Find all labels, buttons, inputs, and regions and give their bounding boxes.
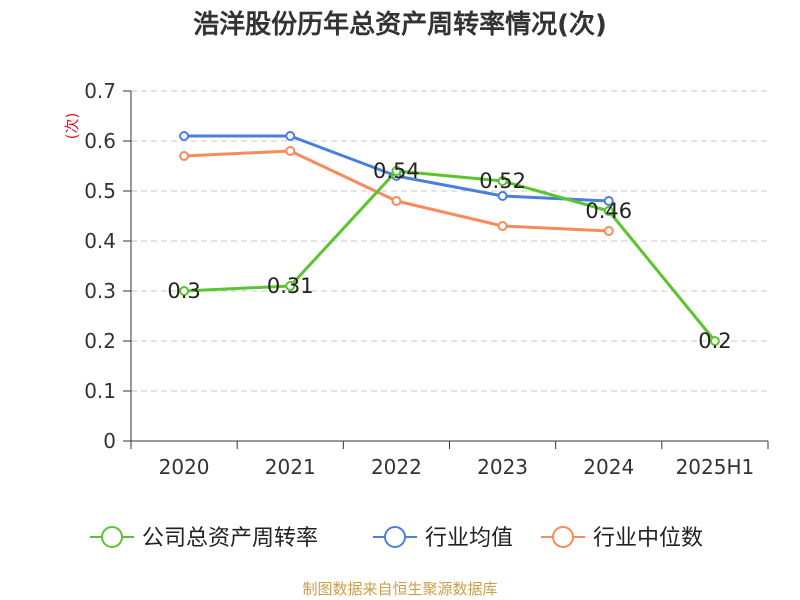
- data-label: 0.54: [373, 159, 420, 183]
- data-point: [603, 196, 614, 206]
- x-tick-label: 2024: [583, 455, 634, 479]
- data-point: [497, 191, 508, 201]
- legend-marker: [384, 526, 406, 548]
- data-point: [603, 206, 614, 216]
- y-tick-label: 0: [103, 429, 116, 453]
- y-tick-label: 0.1: [84, 379, 116, 403]
- y-axis-label: (次): [63, 113, 81, 140]
- data-point: [497, 221, 508, 231]
- data-point: [285, 131, 296, 141]
- data-label: 0.3: [167, 279, 200, 303]
- x-tick-label: 2021: [265, 455, 316, 479]
- source-note: 制图数据来自恒生聚源数据库: [302, 580, 498, 598]
- data-point: [179, 286, 190, 296]
- legend-marker: [101, 526, 123, 548]
- data-label: 0.2: [698, 329, 731, 353]
- data-point: [179, 131, 190, 141]
- x-tick-label: 2022: [371, 455, 422, 479]
- x-tick-label: 2020: [159, 455, 210, 479]
- data-point: [391, 196, 402, 206]
- legend-label: 行业均值: [425, 526, 513, 551]
- data-label: 0.52: [479, 169, 526, 193]
- legend-marker: [552, 526, 574, 548]
- x-tick-label: 2023: [477, 455, 528, 479]
- data-point: [285, 281, 296, 291]
- y-tick-label: 0.6: [84, 129, 116, 153]
- y-tick-label: 0.5: [84, 179, 116, 203]
- y-tick-label: 0.2: [84, 329, 116, 353]
- series-line-0: [184, 169, 717, 342]
- data-point: [709, 336, 720, 346]
- x-tick-label: 2025H1: [676, 455, 755, 479]
- data-point: [179, 151, 190, 161]
- data-label: 0.31: [267, 274, 314, 298]
- data-point: [391, 166, 402, 176]
- y-tick-label: 0.3: [84, 279, 116, 303]
- chart-title: 浩洋股份历年总资产周转率情况(次): [193, 10, 607, 40]
- y-tick-label: 0.4: [84, 229, 116, 253]
- legend-label: 行业中位数: [593, 526, 703, 551]
- legend-label: 公司总资产周转率: [142, 526, 318, 551]
- data-label: 0.46: [585, 199, 632, 223]
- data-point: [603, 226, 614, 236]
- data-point: [497, 176, 508, 186]
- data-point: [285, 146, 296, 156]
- y-tick-label: 0.7: [84, 79, 116, 103]
